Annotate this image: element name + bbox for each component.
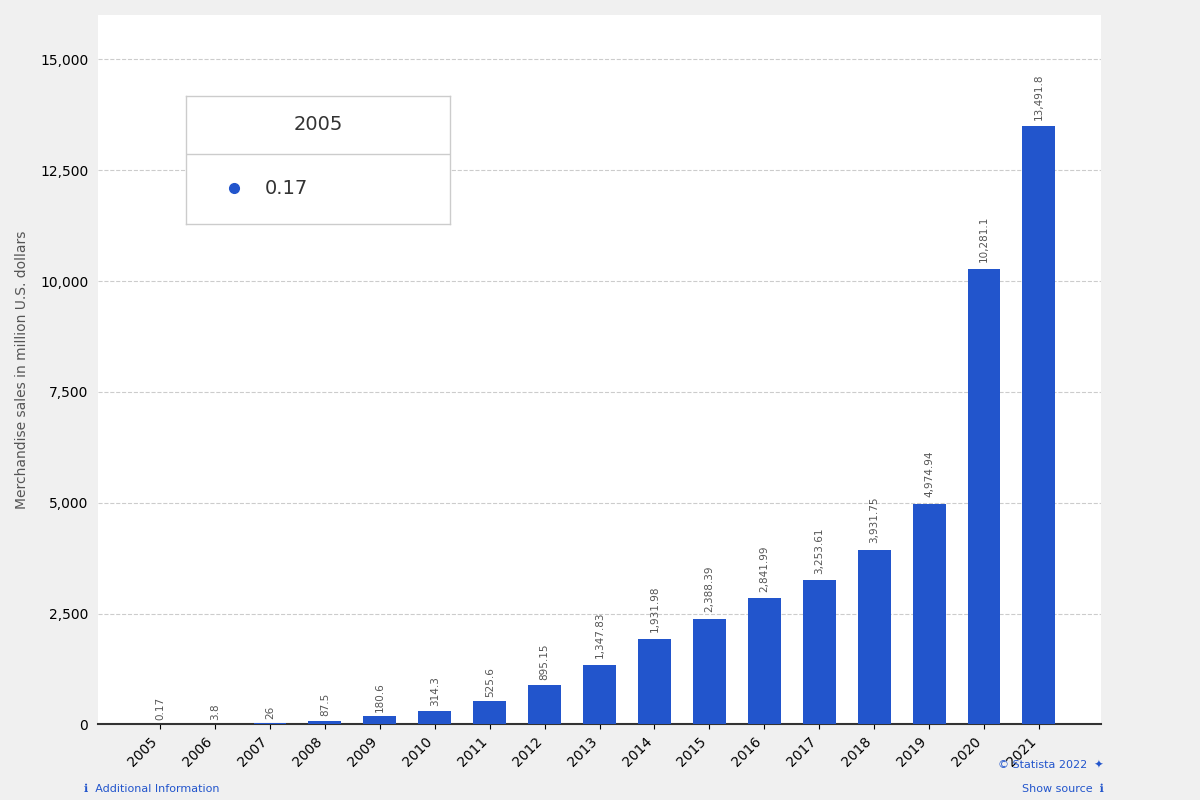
Text: 10,281.1: 10,281.1 <box>979 215 989 262</box>
Bar <box>913 504 946 725</box>
Text: 895.15: 895.15 <box>540 644 550 680</box>
Text: 3,931.75: 3,931.75 <box>869 497 880 543</box>
Text: ℹ  Additional Information: ℹ Additional Information <box>84 784 220 794</box>
Text: 314.3: 314.3 <box>430 676 439 706</box>
Text: 87.5: 87.5 <box>320 693 330 716</box>
Text: 0.17: 0.17 <box>155 697 166 720</box>
Bar <box>308 721 341 725</box>
Bar <box>473 701 506 725</box>
Bar <box>692 618 726 725</box>
Text: 4,974.94: 4,974.94 <box>924 450 934 498</box>
Text: 2005: 2005 <box>293 114 343 134</box>
Bar <box>253 723 287 725</box>
Y-axis label: Merchandise sales in million U.S. dollars: Merchandise sales in million U.S. dollar… <box>16 230 29 509</box>
Text: 13,491.8: 13,491.8 <box>1034 73 1044 119</box>
Text: 3.8: 3.8 <box>210 703 220 720</box>
Text: © Statista 2022  ✦: © Statista 2022 ✦ <box>998 760 1104 770</box>
Text: 26: 26 <box>265 706 275 719</box>
Bar <box>858 550 890 725</box>
Text: 525.6: 525.6 <box>485 667 494 697</box>
Text: 1,347.83: 1,347.83 <box>594 611 605 658</box>
Text: 1,931.98: 1,931.98 <box>649 586 660 632</box>
Bar <box>638 638 671 725</box>
Text: 2,388.39: 2,388.39 <box>704 566 714 612</box>
Text: 2,841.99: 2,841.99 <box>760 546 769 592</box>
Text: Show source  ℹ: Show source ℹ <box>1022 784 1104 794</box>
Bar <box>967 269 1001 725</box>
Bar <box>748 598 781 725</box>
Bar <box>803 580 835 725</box>
Text: 0.17: 0.17 <box>265 178 308 198</box>
Text: 180.6: 180.6 <box>374 682 385 712</box>
Bar <box>583 665 616 725</box>
Text: 3,253.61: 3,253.61 <box>815 527 824 574</box>
Bar <box>528 685 562 725</box>
Bar <box>364 717 396 725</box>
Bar <box>1022 126 1056 725</box>
Bar <box>419 710 451 725</box>
